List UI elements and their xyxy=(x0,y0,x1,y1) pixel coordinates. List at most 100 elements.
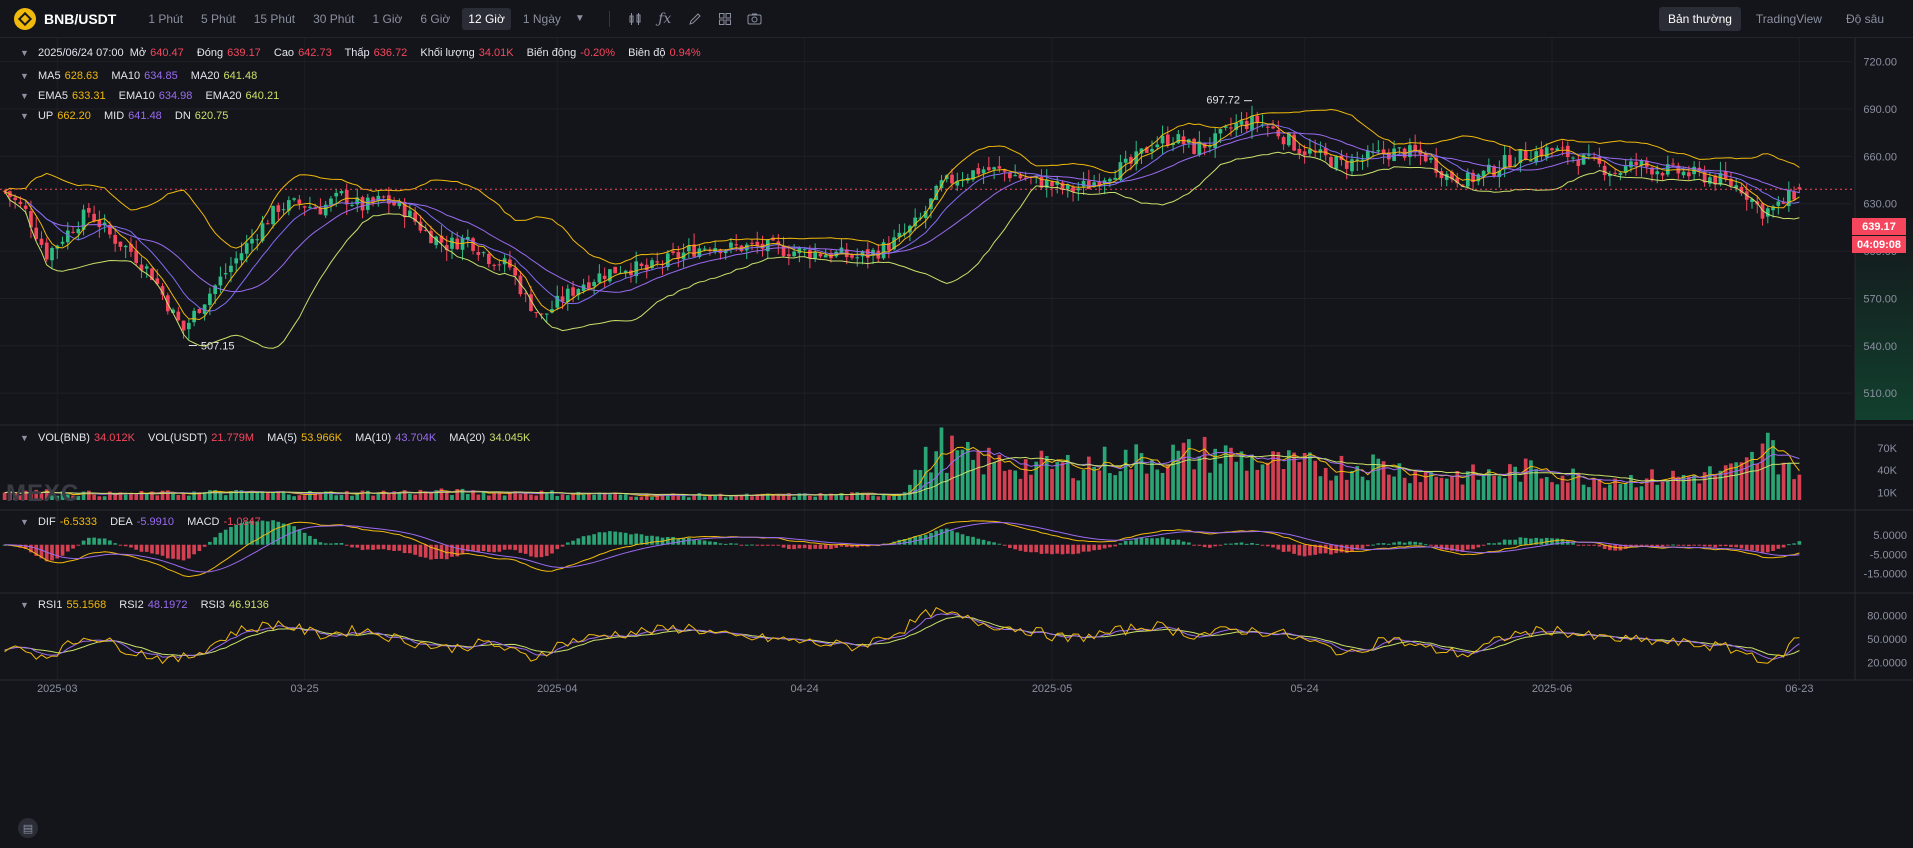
boll-legend: ▼ UP 662.20 MID 641.48 DN 620.75 xyxy=(20,110,238,122)
volume-bar xyxy=(65,494,70,500)
collapse-chevron-icon[interactable]: ▼ xyxy=(20,111,29,121)
macd-histogram-bar xyxy=(71,544,75,549)
collapse-chevron-icon[interactable]: ▼ xyxy=(20,91,29,101)
layout-icon[interactable] xyxy=(710,7,740,31)
time-tick-label: 05-24 xyxy=(1291,683,1319,695)
screenshot-icon[interactable] xyxy=(740,7,770,31)
candle-body xyxy=(1334,156,1339,169)
timeframe-tab[interactable]: 1 Phút xyxy=(148,11,184,26)
candle-body xyxy=(1229,127,1233,129)
candle-body xyxy=(155,278,160,285)
volume-bar xyxy=(713,495,717,500)
candle-body xyxy=(1650,167,1654,175)
candle-body xyxy=(339,191,344,194)
time-tick-label: 2025-04 xyxy=(537,683,577,695)
macd-histogram-bar xyxy=(629,534,633,545)
candle-type-icon[interactable] xyxy=(620,7,650,31)
view-tab[interactable]: Độ sâu xyxy=(1845,11,1884,26)
vol-ma5-label: MA(5) xyxy=(267,432,298,444)
candle-body xyxy=(1487,164,1491,173)
collapse-chevron-icon[interactable]: ▼ xyxy=(20,71,29,81)
macd-histogram-bar xyxy=(1413,541,1417,545)
timeframe-tab[interactable]: 1 Giờ xyxy=(372,11,403,26)
volume-bar xyxy=(787,493,791,500)
macd-histogram-bar xyxy=(1018,544,1023,551)
macd-histogram-bar xyxy=(1113,544,1117,547)
macd-histogram-bar xyxy=(839,544,844,547)
boll-mid-label: MID xyxy=(103,110,125,122)
macd-histogram-bar xyxy=(1718,544,1723,547)
chevron-down-icon[interactable]: ▼ xyxy=(574,13,585,24)
macd-histogram-bar xyxy=(1334,544,1339,554)
volume-bar xyxy=(739,494,744,500)
symbol-label[interactable]: BNB/USDT xyxy=(44,10,117,27)
current-price-tag: 639.17 xyxy=(1852,218,1906,235)
boll-dn-line xyxy=(4,151,1800,349)
macd-histogram-bar xyxy=(692,539,696,545)
timeframe-tab[interactable]: 5 Phút xyxy=(201,11,236,26)
volume-bar xyxy=(1629,475,1633,500)
volume-bar xyxy=(850,492,854,500)
volume-bar xyxy=(1223,445,1228,500)
macd-histogram-bar xyxy=(1139,537,1144,545)
volume-bar xyxy=(581,494,586,500)
volume-bar xyxy=(1060,462,1065,500)
view-tab[interactable]: Bản thường xyxy=(1658,6,1741,31)
volume-bar xyxy=(929,472,933,500)
macd-histogram-bar xyxy=(444,544,449,560)
timeframe-tab[interactable]: 6 Giờ xyxy=(420,11,451,26)
candle-body xyxy=(676,252,681,259)
candle-body xyxy=(1039,176,1044,188)
candle-body xyxy=(539,313,544,315)
chart-area[interactable]: 720.00690.00660.00630.00600.00570.00540.… xyxy=(0,38,1913,848)
macd-histogram-bar xyxy=(1076,544,1081,554)
candle-body xyxy=(597,273,602,283)
macd-histogram-bar xyxy=(1323,544,1328,554)
indicator-icon[interactable]: ƒx xyxy=(658,10,672,27)
macd-histogram-bar xyxy=(171,544,175,559)
volume-bar xyxy=(1397,463,1402,500)
volume-bar xyxy=(913,469,917,500)
collapse-chevron-icon[interactable]: ▼ xyxy=(20,433,29,443)
volume-bar xyxy=(587,493,591,500)
timeframe-tab[interactable]: 15 Phút xyxy=(253,11,296,26)
view-tab[interactable]: TradingView xyxy=(1755,11,1822,26)
macd-histogram-bar xyxy=(1208,544,1212,548)
drawing-tools-toggle-icon[interactable]: ▤ xyxy=(18,818,38,838)
timeframe-tab[interactable]: 12 Giờ xyxy=(462,7,511,30)
timeframe-tab[interactable]: 30 Phút xyxy=(313,11,355,26)
macd-histogram-bar xyxy=(234,524,239,545)
macd-histogram-bar xyxy=(471,544,475,552)
ma10-value: 634.85 xyxy=(144,70,178,82)
macd-histogram-bar xyxy=(560,544,565,547)
volume-bar xyxy=(692,495,696,500)
candle-body xyxy=(923,211,928,219)
macd-histogram-bar xyxy=(39,544,44,559)
macd-histogram-bar xyxy=(292,526,296,545)
collapse-chevron-icon[interactable]: ▼ xyxy=(20,48,29,58)
macd-histogram-bar xyxy=(81,540,86,545)
volume-bar xyxy=(881,494,886,500)
volume-bar xyxy=(308,490,312,500)
collapse-chevron-icon[interactable]: ▼ xyxy=(20,600,29,610)
candle-body xyxy=(1318,149,1323,153)
candle-body xyxy=(213,285,217,294)
low-annotation: 507.15 xyxy=(201,341,235,353)
candle-body xyxy=(102,222,107,226)
macd-histogram-bar xyxy=(165,544,170,559)
volume-bar xyxy=(729,496,733,500)
macd-histogram-bar xyxy=(355,544,360,548)
volume-bar xyxy=(1287,450,1291,500)
candle-body xyxy=(250,238,254,244)
macd-histogram-bar xyxy=(1039,544,1044,554)
volume-bar xyxy=(1692,474,1696,500)
draw-icon[interactable] xyxy=(680,7,710,31)
volume-bar xyxy=(371,495,375,500)
candle-body xyxy=(1502,155,1507,170)
view-tabs: Bản thường TradingView Độ sâu xyxy=(1653,6,1893,31)
volume-bar xyxy=(1013,470,1017,500)
volume-bar xyxy=(1571,468,1575,500)
volume-bar xyxy=(1665,481,1670,500)
collapse-chevron-icon[interactable]: ▼ xyxy=(20,517,29,527)
timeframe-tab[interactable]: 1 Ngày xyxy=(522,11,561,26)
